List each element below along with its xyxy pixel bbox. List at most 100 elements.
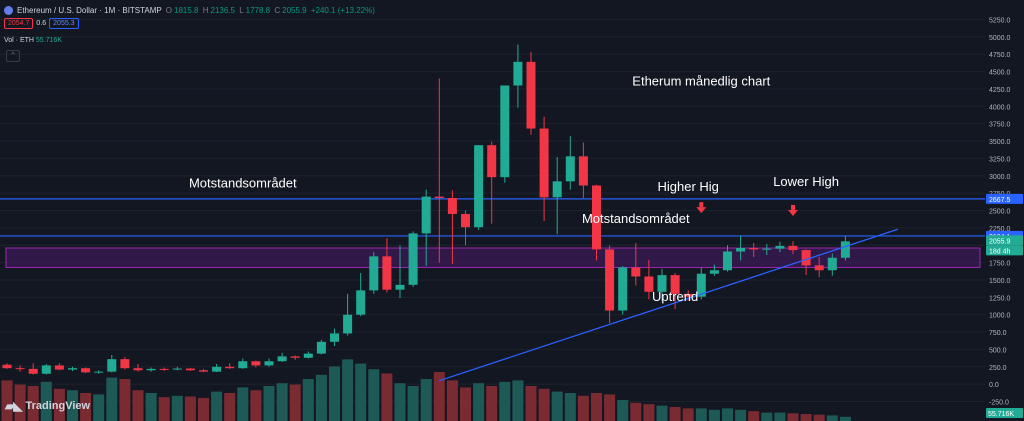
volume-bar: [682, 408, 694, 421]
candle-body: [408, 233, 418, 285]
tradingview-logo[interactable]: ▰◣ TradingView: [5, 399, 90, 413]
price-tick-label: 5000.0: [989, 35, 1011, 42]
volume-bar: [433, 372, 445, 421]
volume-bar: [263, 386, 275, 421]
volume-bar: [158, 397, 170, 421]
volume-bar: [839, 416, 851, 421]
price-tick-label: 1000.0: [989, 313, 1011, 320]
candle-body: [526, 61, 536, 129]
volume-bar: [145, 393, 157, 421]
candle-body: [277, 356, 287, 362]
down-arrow-icon: [791, 204, 795, 210]
price-label-box: [986, 193, 1023, 204]
volume-bar: [473, 383, 485, 421]
volume-bar: [184, 396, 196, 421]
volume-bar: [132, 390, 144, 421]
candle-body: [696, 273, 706, 297]
volume-bar: [617, 400, 629, 421]
price-label-box: [986, 235, 1023, 246]
resistance-zone: [5, 247, 981, 268]
volume-bar: [106, 377, 118, 421]
volume-bar: [708, 409, 720, 421]
price-tick-label: -250.0: [989, 400, 1009, 407]
close-label: C: [274, 5, 281, 15]
price-tick-label: 2250.0: [989, 226, 1011, 233]
volume-label-box: [986, 408, 1023, 418]
candle-body: [683, 293, 693, 297]
volume-bar: [486, 386, 498, 421]
down-arrow-icon: [696, 207, 707, 214]
candle-body: [775, 245, 785, 249]
volume-bar: [119, 379, 131, 421]
volume-bar: [630, 402, 642, 421]
price-tick-label: 3250.0: [989, 156, 1011, 163]
price-tick-label: 4000.0: [989, 104, 1011, 111]
price-tick-label: 3500.0: [989, 139, 1011, 146]
price-tick-label: 5250.0: [989, 17, 1011, 24]
close-value: 2055.9: [282, 5, 307, 15]
volume-bar: [53, 388, 65, 421]
high-label: H: [202, 5, 209, 15]
candle-body: [618, 267, 628, 311]
price-tick-label: 4750.0: [989, 52, 1011, 59]
symbol-title[interactable]: Ethereum / U.S. Dollar · 1M · BITSTAMP: [17, 5, 162, 15]
down-arrow-icon: [699, 202, 704, 208]
price-tick-label: 3750.0: [989, 122, 1011, 129]
volume-bar: [302, 379, 314, 421]
volume-bar: [381, 373, 393, 421]
candle-body: [552, 181, 562, 198]
sell-button[interactable]: 2054.7: [4, 18, 34, 29]
volume-bar: [315, 374, 327, 421]
collapse-legend-button[interactable]: ^: [6, 50, 20, 62]
volume-label: Vol · ETH: [4, 37, 34, 44]
candle-body: [723, 251, 732, 271]
volume-bar: [460, 387, 471, 421]
trade-box: 2054.7 0.6 2055.3: [4, 18, 79, 29]
chart-annotation: Etherum månedlig chart: [632, 73, 770, 88]
volume-legend: Vol · ETH 55.716K: [4, 37, 62, 44]
candle-body: [382, 256, 392, 290]
tradingview-wordmark: TradingView: [25, 400, 91, 412]
volume-bar: [826, 415, 838, 421]
candle-body: [801, 250, 811, 266]
volume-bar: [499, 381, 511, 421]
price-tick-label: 4500.0: [989, 70, 1011, 77]
candle-body: [28, 368, 38, 374]
candle-body: [185, 368, 195, 371]
candle-body: [461, 213, 470, 228]
candle-body: [788, 245, 798, 251]
price-tick-label: 3000.0: [989, 174, 1011, 181]
volume-bar: [289, 384, 301, 421]
low-label: L: [239, 5, 244, 15]
candle-body: [343, 314, 353, 334]
price-label-text: 2055.9: [989, 238, 1011, 245]
candle-body: [670, 275, 680, 294]
price-tick-label: 4250.0: [989, 87, 1011, 94]
volume-bar: [93, 394, 105, 421]
volume-bar: [250, 390, 262, 421]
volume-bar: [800, 414, 812, 421]
volume-bar: [525, 386, 537, 421]
volume-bar: [198, 397, 209, 421]
volume-bar: [27, 386, 39, 421]
candle-body: [369, 256, 379, 291]
volume-bar: [669, 407, 681, 421]
tradingview-icon: ▰◣: [5, 399, 22, 413]
volume-bar: [538, 388, 550, 421]
low-value: 1778.8: [245, 5, 271, 15]
volume-bar: [329, 366, 340, 421]
candle-body: [736, 248, 746, 252]
volume-bar: [394, 383, 406, 421]
price-tick-label: 500.0: [989, 347, 1007, 354]
candle-body: [212, 366, 222, 372]
buy-button[interactable]: 2055.3: [49, 18, 79, 29]
spread-value: 0.6: [36, 20, 47, 27]
volume-bar: [1, 380, 13, 421]
volume-bar: [407, 386, 419, 421]
candle-body: [264, 361, 274, 366]
ohlc-values: O 1815.8 H 2136.5 L 1778.8 C 2055.9 +240.1 (…: [166, 6, 377, 15]
candle-body: [133, 368, 143, 371]
down-arrow-icon: [788, 209, 798, 216]
